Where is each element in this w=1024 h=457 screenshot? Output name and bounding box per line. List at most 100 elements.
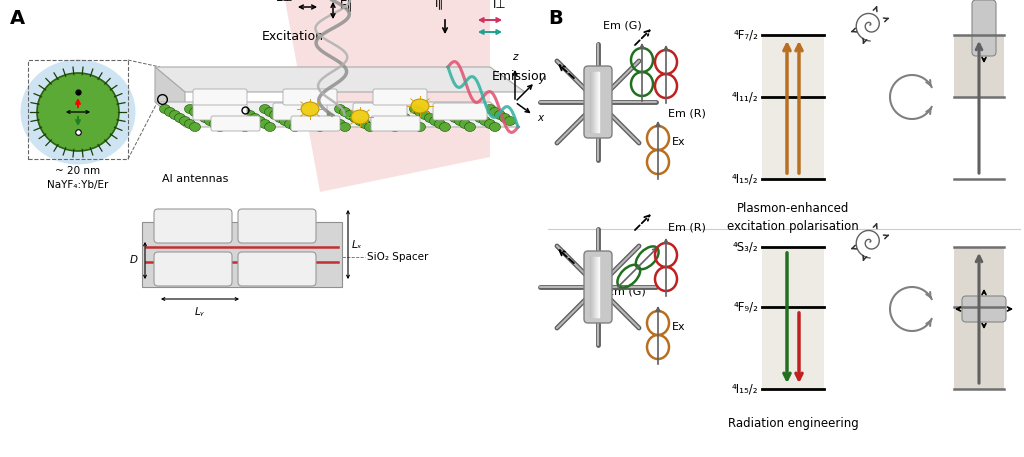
Ellipse shape bbox=[224, 113, 236, 122]
Text: Plasmon-enhanced
excitation polarisation: Plasmon-enhanced excitation polarisation bbox=[727, 202, 859, 233]
Ellipse shape bbox=[469, 111, 480, 119]
Text: ⁴S₃/₂: ⁴S₃/₂ bbox=[732, 240, 758, 254]
Ellipse shape bbox=[309, 119, 321, 128]
Ellipse shape bbox=[429, 117, 440, 126]
Ellipse shape bbox=[189, 122, 201, 132]
Ellipse shape bbox=[434, 105, 445, 113]
Ellipse shape bbox=[179, 117, 190, 126]
Ellipse shape bbox=[425, 113, 435, 122]
Ellipse shape bbox=[290, 107, 300, 117]
FancyBboxPatch shape bbox=[154, 209, 232, 243]
Text: Lₓ: Lₓ bbox=[352, 240, 362, 250]
FancyBboxPatch shape bbox=[211, 116, 260, 131]
Text: A: A bbox=[10, 9, 26, 28]
Ellipse shape bbox=[439, 107, 451, 117]
FancyBboxPatch shape bbox=[291, 116, 340, 131]
Ellipse shape bbox=[290, 122, 300, 132]
Ellipse shape bbox=[384, 105, 395, 113]
Ellipse shape bbox=[484, 119, 496, 128]
Ellipse shape bbox=[411, 99, 429, 113]
Text: z: z bbox=[512, 52, 518, 62]
FancyBboxPatch shape bbox=[353, 103, 407, 120]
Ellipse shape bbox=[160, 105, 171, 113]
Ellipse shape bbox=[495, 111, 506, 119]
Polygon shape bbox=[285, 0, 490, 192]
Ellipse shape bbox=[465, 107, 475, 117]
Ellipse shape bbox=[214, 122, 225, 132]
Ellipse shape bbox=[170, 111, 180, 119]
Ellipse shape bbox=[399, 113, 411, 122]
FancyBboxPatch shape bbox=[584, 66, 612, 138]
Ellipse shape bbox=[37, 73, 119, 151]
Text: I∥: I∥ bbox=[435, 0, 444, 9]
Bar bbox=[762, 247, 824, 389]
Ellipse shape bbox=[444, 111, 456, 119]
Ellipse shape bbox=[335, 105, 345, 113]
Ellipse shape bbox=[200, 113, 211, 122]
Ellipse shape bbox=[299, 113, 310, 122]
FancyBboxPatch shape bbox=[238, 252, 316, 286]
FancyBboxPatch shape bbox=[273, 103, 327, 120]
Ellipse shape bbox=[460, 119, 470, 128]
Ellipse shape bbox=[460, 105, 470, 113]
Ellipse shape bbox=[370, 111, 381, 119]
Ellipse shape bbox=[359, 105, 371, 113]
Text: ~ 20 nm
NaYF₄:Yb/Er: ~ 20 nm NaYF₄:Yb/Er bbox=[47, 166, 109, 190]
Ellipse shape bbox=[219, 111, 230, 119]
FancyBboxPatch shape bbox=[584, 251, 612, 323]
Text: Em (R): Em (R) bbox=[668, 108, 706, 118]
Ellipse shape bbox=[234, 119, 246, 128]
Ellipse shape bbox=[174, 113, 185, 122]
Bar bbox=[762, 35, 824, 179]
Ellipse shape bbox=[505, 117, 515, 126]
Ellipse shape bbox=[240, 122, 251, 132]
FancyBboxPatch shape bbox=[193, 103, 247, 120]
Text: Excitation: Excitation bbox=[262, 31, 324, 43]
Text: Ex: Ex bbox=[672, 322, 686, 332]
Ellipse shape bbox=[380, 117, 390, 126]
Ellipse shape bbox=[314, 107, 326, 117]
Polygon shape bbox=[155, 102, 520, 127]
Ellipse shape bbox=[404, 117, 416, 126]
Ellipse shape bbox=[245, 111, 256, 119]
Text: ⁴I₁₅/₂: ⁴I₁₅/₂ bbox=[731, 172, 758, 186]
Ellipse shape bbox=[389, 107, 400, 117]
Ellipse shape bbox=[304, 117, 315, 126]
FancyBboxPatch shape bbox=[238, 209, 316, 243]
Ellipse shape bbox=[389, 122, 400, 132]
Ellipse shape bbox=[455, 117, 466, 126]
Text: y: y bbox=[538, 74, 544, 84]
Text: Em (G): Em (G) bbox=[606, 287, 645, 297]
Ellipse shape bbox=[285, 119, 296, 128]
Ellipse shape bbox=[335, 119, 345, 128]
Ellipse shape bbox=[210, 119, 220, 128]
Ellipse shape bbox=[465, 122, 475, 132]
Ellipse shape bbox=[434, 119, 445, 128]
Text: x: x bbox=[537, 113, 543, 123]
Ellipse shape bbox=[375, 113, 385, 122]
Ellipse shape bbox=[20, 59, 135, 165]
Ellipse shape bbox=[340, 107, 350, 117]
Ellipse shape bbox=[484, 105, 496, 113]
Ellipse shape bbox=[489, 107, 501, 117]
Ellipse shape bbox=[420, 111, 430, 119]
Ellipse shape bbox=[319, 111, 331, 119]
Polygon shape bbox=[155, 67, 525, 92]
Ellipse shape bbox=[500, 113, 511, 122]
Ellipse shape bbox=[384, 119, 395, 128]
Bar bbox=[954, 35, 1004, 97]
Ellipse shape bbox=[240, 107, 251, 117]
Ellipse shape bbox=[285, 105, 296, 113]
Ellipse shape bbox=[309, 105, 321, 113]
Ellipse shape bbox=[325, 113, 336, 122]
Ellipse shape bbox=[295, 111, 305, 119]
Ellipse shape bbox=[274, 113, 286, 122]
Text: I⊥: I⊥ bbox=[494, 0, 507, 11]
Ellipse shape bbox=[410, 119, 421, 128]
Ellipse shape bbox=[264, 122, 275, 132]
Ellipse shape bbox=[259, 119, 270, 128]
Text: Al antennas: Al antennas bbox=[162, 174, 228, 184]
Ellipse shape bbox=[410, 105, 421, 113]
Text: Lᵧ: Lᵧ bbox=[196, 307, 205, 317]
Ellipse shape bbox=[340, 122, 350, 132]
